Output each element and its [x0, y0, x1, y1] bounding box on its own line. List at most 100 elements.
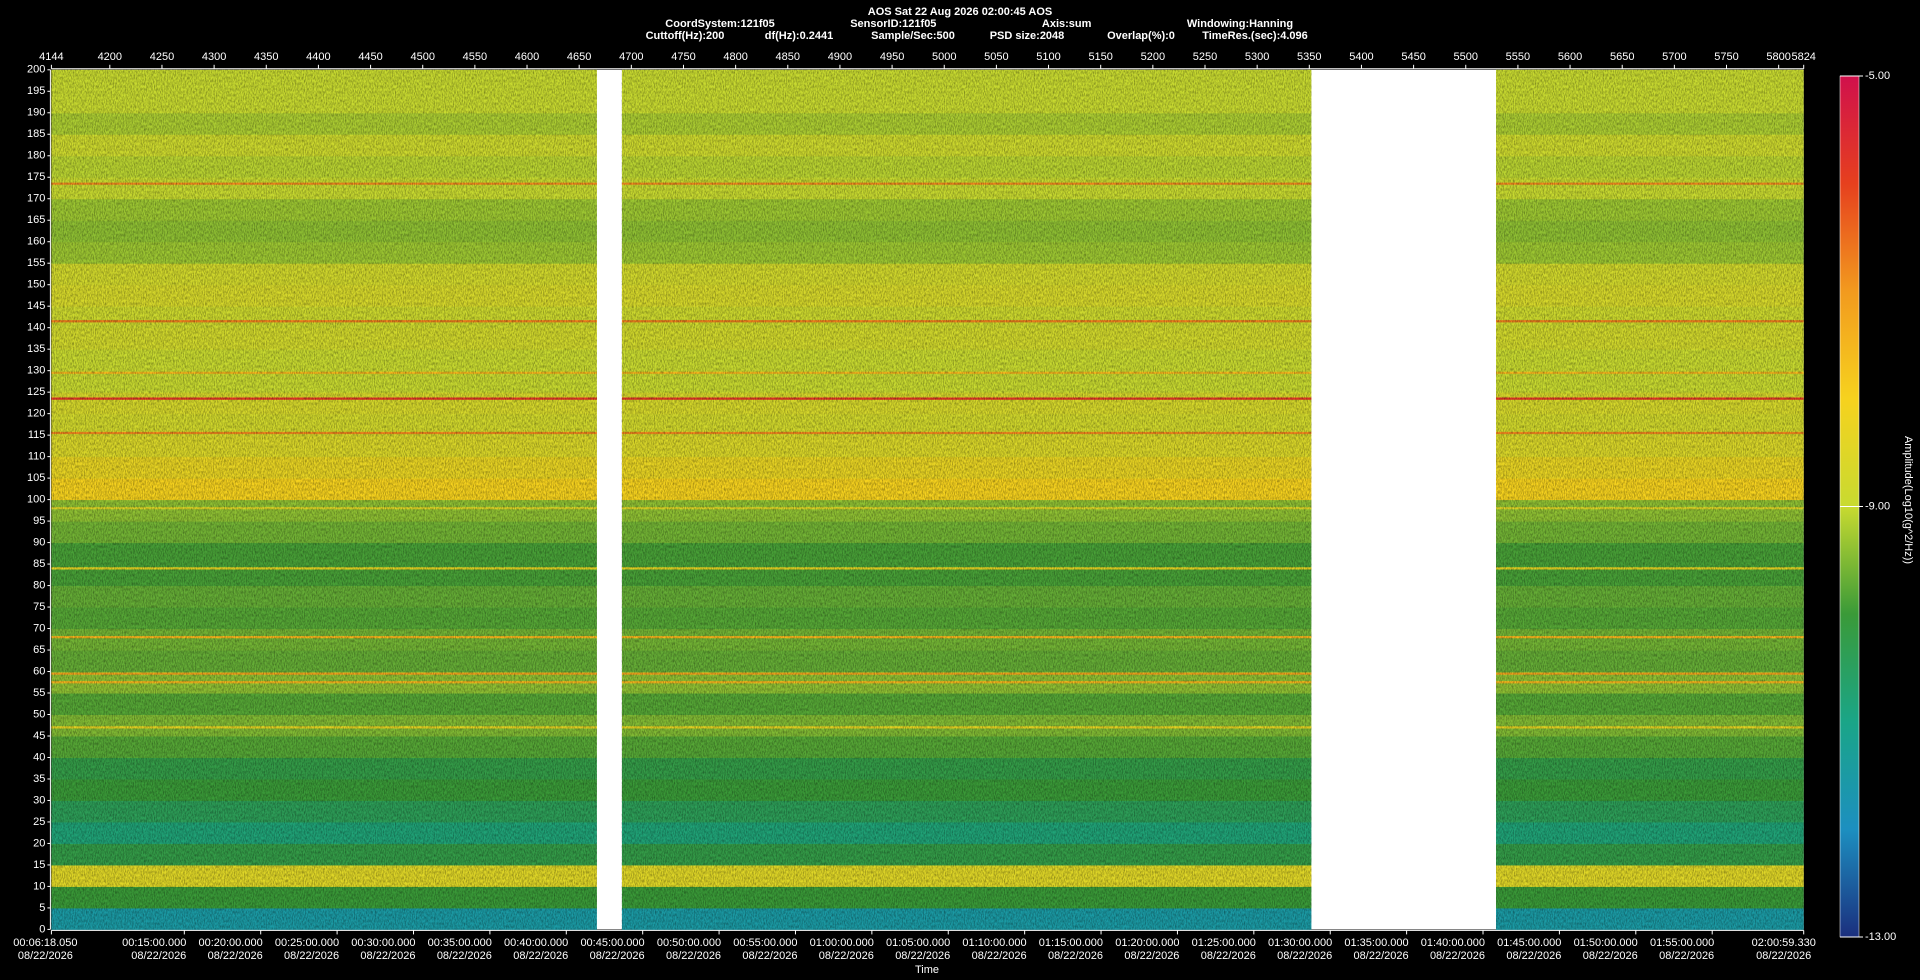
x-tick-label: 5000	[932, 51, 956, 63]
colorbar-tick-label: -5.00	[1865, 70, 1890, 82]
date-tick-label: 08/22/2026	[1756, 950, 1811, 962]
y-tick-label: 50	[33, 708, 45, 720]
colorbar-tick-label: -13.00	[1865, 931, 1896, 943]
time-tick-label: 01:30:00.000	[1268, 937, 1332, 949]
info-field: PSD size:2048	[990, 30, 1065, 42]
y-tick-label: 145	[27, 300, 45, 312]
info-field: df(Hz):0.2441	[765, 30, 833, 42]
y-tick-label: 15	[33, 859, 45, 871]
y-tick-label: 165	[27, 214, 45, 226]
date-tick-label: 08/22/2026	[1430, 950, 1485, 962]
info-field: Axis:sum	[1042, 18, 1092, 30]
y-tick-label: 10	[33, 880, 45, 892]
x-tick-label: 4950	[880, 51, 904, 63]
y-tick-label: 85	[33, 558, 45, 570]
info-field: CoordSystem:121f05	[665, 18, 774, 30]
y-tick-label: 75	[33, 601, 45, 613]
time-tick-label: 01:40:00.000	[1421, 937, 1485, 949]
y-tick-label: 90	[33, 536, 45, 548]
x-tick-label: 5200	[1141, 51, 1165, 63]
date-tick-label: 08/22/2026	[360, 950, 415, 962]
x-tick-label: 5050	[984, 51, 1008, 63]
y-tick-label: 30	[33, 794, 45, 806]
y-tick-label: 105	[27, 472, 45, 484]
time-tick-label: 01:50:00.000	[1574, 937, 1638, 949]
y-tick-label: 5	[39, 902, 45, 914]
texture	[1496, 69, 1804, 930]
time-tick-label: 01:25:00.000	[1192, 937, 1256, 949]
time-tick-label: 00:35:00.000	[428, 937, 492, 949]
x-tick-label: 5600	[1558, 51, 1582, 63]
y-tick-label: 35	[33, 773, 45, 785]
time-tick-label: 00:15:00.000	[122, 937, 186, 949]
info-field: Sample/Sec:500	[871, 30, 955, 42]
time-tick-label: 00:30:00.000	[351, 937, 415, 949]
colorbar-tick-label: -9.00	[1865, 500, 1890, 512]
y-tick-label: 0	[39, 923, 45, 935]
texture	[51, 69, 597, 930]
date-tick-label: 08/22/2026	[1506, 950, 1561, 962]
x-tick-label: 4750	[671, 51, 695, 63]
info-field: Overlap(%):0	[1107, 30, 1175, 42]
info-field: Windowing:Hanning	[1187, 18, 1293, 30]
date-tick-label: 08/22/2026	[590, 950, 645, 962]
x-tick-label: 4850	[776, 51, 800, 63]
time-tick-label: 01:00:00.000	[810, 937, 874, 949]
y-tick-label: 45	[33, 730, 45, 742]
y-tick-label: 140	[27, 322, 45, 334]
y-tick-label: 200	[27, 64, 45, 76]
info-field: TimeRes.(sec):4.096	[1202, 30, 1308, 42]
x-tick-label: 4900	[828, 51, 852, 63]
x-tick-label: 5150	[1088, 51, 1112, 63]
x-tick-label: 4400	[306, 51, 330, 63]
x-tick-label: 4300	[202, 51, 226, 63]
time-tick-label: 01:20:00.000	[1115, 937, 1179, 949]
x-tick-label: 4800	[723, 51, 747, 63]
y-tick-label: 60	[33, 665, 45, 677]
y-tick-label: 180	[27, 150, 45, 162]
time-tick-label: 00:45:00.000	[580, 937, 644, 949]
date-tick-label: 08/22/2026	[284, 950, 339, 962]
y-tick-label: 25	[33, 816, 45, 828]
date-tick-label: 08/22/2026	[437, 950, 492, 962]
x-tick-label: 5500	[1454, 51, 1478, 63]
time-tick-label: 01:45:00.000	[1497, 937, 1561, 949]
y-tick-label: 160	[27, 236, 45, 248]
y-tick-label: 195	[27, 85, 45, 97]
time-tick-label: 00:40:00.000	[504, 937, 568, 949]
y-tick-label: 40	[33, 751, 45, 763]
time-tick-label: 00:06:18.050	[13, 937, 77, 949]
plot-area	[51, 69, 1804, 930]
x-tick-label: 5350	[1297, 51, 1321, 63]
x-tick-label: 4350	[254, 51, 278, 63]
y-tick-label: 70	[33, 622, 45, 634]
x-tick-label: 4144	[39, 51, 63, 63]
date-tick-label: 08/22/2026	[1124, 950, 1179, 962]
x-tick-label: 5824	[1791, 51, 1815, 63]
y-tick-label: 115	[28, 429, 46, 441]
y-tick-label: 100	[27, 494, 45, 506]
y-tick-label: 125	[27, 386, 45, 398]
date-tick-label: 08/22/2026	[1048, 950, 1103, 962]
y-tick-label: 110	[28, 451, 46, 463]
date-tick-label: 08/22/2026	[513, 950, 568, 962]
x-tick-label: 4200	[98, 51, 122, 63]
y-tick-label: 190	[27, 107, 45, 119]
x-tick-label: 4250	[150, 51, 174, 63]
time-tick-label: 01:05:00.000	[886, 937, 950, 949]
x-tick-label: 5400	[1349, 51, 1373, 63]
x-tick-label: 5450	[1401, 51, 1425, 63]
x-tick-label: 5100	[1036, 51, 1060, 63]
time-tick-label: 00:50:00.000	[657, 937, 721, 949]
date-tick-label: 08/22/2026	[1277, 950, 1332, 962]
y-tick-label: 135	[27, 343, 45, 355]
date-tick-label: 08/22/2026	[972, 950, 1027, 962]
info-field: SensorID:121f05	[850, 18, 936, 30]
x-tick-label: 4650	[567, 51, 591, 63]
x-tick-label: 4500	[410, 51, 434, 63]
time-tick-label: 01:35:00.000	[1344, 937, 1408, 949]
time-tick-label: 00:25:00.000	[275, 937, 339, 949]
x-tick-label: 4450	[358, 51, 382, 63]
x-tick-label: 4700	[619, 51, 643, 63]
